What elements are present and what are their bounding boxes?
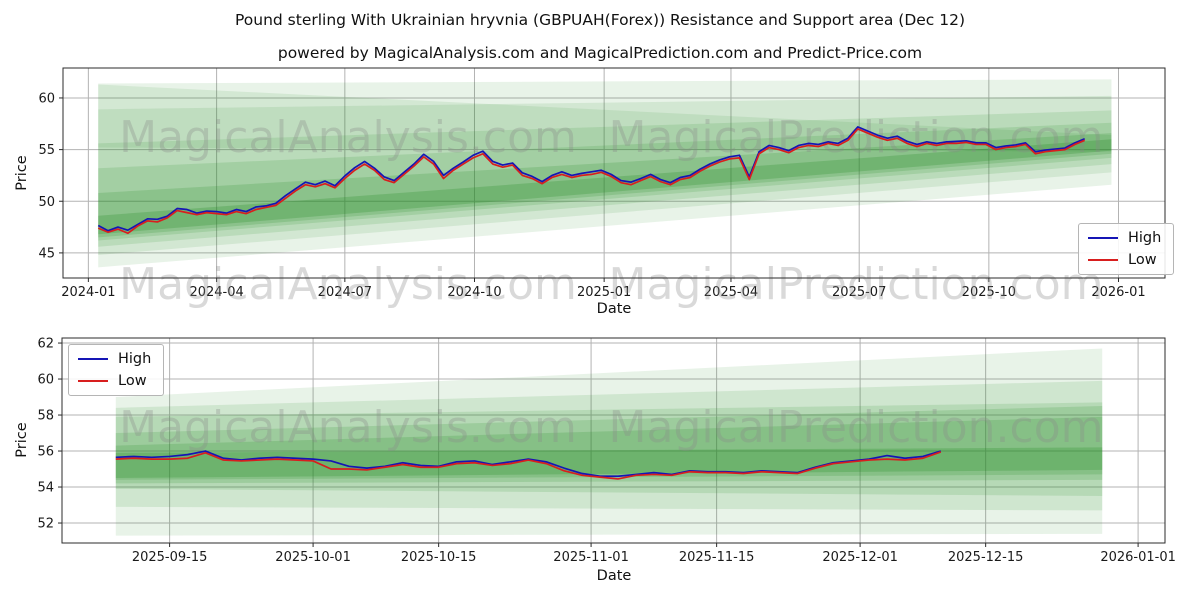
y-axis-label-top: Price (14, 155, 30, 191)
legend-bottom: High Low (68, 344, 165, 396)
low-line (97, 128, 1086, 235)
legend-swatch-high (78, 358, 108, 360)
x-tick-label: 2026-01-01 (1100, 550, 1176, 565)
chart-title: Pound sterling With Ukrainian hryvnia (G… (234, 11, 966, 29)
support-resistance-band (98, 110, 1112, 247)
support-resistance-band (115, 380, 1103, 511)
x-tick-label: 2024-04 (189, 285, 243, 300)
watermark-text: MagicalPrediction.com (609, 402, 1104, 453)
watermark-text: MagicalPrediction.com (609, 259, 1104, 310)
y-tick-label: 60 (37, 373, 54, 388)
support-resistance-band (98, 122, 1112, 241)
support-resistance-band (115, 406, 1103, 484)
plot-frame (62, 67, 1166, 279)
watermark-text: MagicalAnalysis.com (119, 112, 577, 163)
y-tick-label: 54 (37, 481, 54, 496)
legend-label: Low (118, 373, 147, 389)
legend-swatch-low (78, 380, 108, 382)
x-axis-label-top: Date (596, 301, 632, 317)
legend-item-low: Low (1088, 252, 1161, 268)
x-tick-label: 2024-01 (61, 285, 115, 300)
x-tick-label: 2025-10-01 (275, 550, 351, 565)
x-tick-label: 2025-10 (962, 285, 1016, 300)
x-tick-label: 2025-01 (577, 285, 631, 300)
x-tick-label: 2024-10 (447, 285, 501, 300)
x-tick-label: 2026-01 (1091, 285, 1145, 300)
legend-top: High Low (1078, 223, 1175, 275)
y-tick-label: 55 (38, 143, 55, 158)
legend-item-high: High (1088, 230, 1161, 246)
y-tick-label: 52 (37, 517, 54, 532)
legend-swatch-low (1088, 259, 1118, 261)
legend-item-low: Low (78, 373, 151, 389)
x-tick-label: 2025-11-15 (679, 550, 755, 565)
watermark-text: MagicalPrediction.com (609, 112, 1104, 163)
watermark-text: MagicalAnalysis.com (119, 259, 577, 310)
support-resistance-band (115, 416, 1103, 480)
x-axis-label-bottom: Date (596, 568, 632, 584)
support-resistance-band (115, 348, 1103, 536)
x-tick-label: 2025-12-15 (948, 550, 1024, 565)
support-resistance-band (115, 402, 1103, 497)
legend-label: High (1128, 230, 1162, 246)
x-tick-label: 2025-09-15 (132, 550, 208, 565)
x-tick-label: 2025-11-01 (553, 550, 629, 565)
y-tick-label: 62 (37, 337, 54, 352)
y-tick-label: 50 (38, 195, 55, 210)
plot-frame (61, 337, 1166, 544)
y-axis-label-bottom: Price (14, 422, 30, 458)
high-line (97, 126, 1086, 232)
watermark-text: MagicalAnalysis.com (119, 402, 577, 453)
support-resistance-band (98, 133, 1112, 238)
legend-label: High (118, 351, 152, 367)
y-tick-label: 45 (38, 246, 55, 261)
legend-label: Low (1128, 252, 1157, 268)
x-tick-label: 2025-12-01 (822, 550, 898, 565)
y-tick-label: 60 (38, 91, 55, 106)
x-tick-label: 2025-07 (832, 285, 886, 300)
support-resistance-band (98, 84, 1112, 152)
chart-subtitle: powered by MagicalAnalysis.com and Magic… (277, 44, 923, 62)
legend-swatch-high (1088, 237, 1118, 239)
y-tick-label: 58 (37, 409, 54, 424)
legend-item-high: High (78, 351, 151, 367)
support-resistance-band (98, 139, 1112, 235)
x-tick-label: 2025-10-15 (401, 550, 477, 565)
y-tick-label: 56 (37, 445, 54, 460)
x-tick-label: 2024-07 (318, 285, 372, 300)
support-resistance-band (98, 95, 1112, 255)
x-tick-label: 2025-04 (704, 285, 758, 300)
low-line (115, 451, 942, 480)
high-line (115, 450, 942, 478)
